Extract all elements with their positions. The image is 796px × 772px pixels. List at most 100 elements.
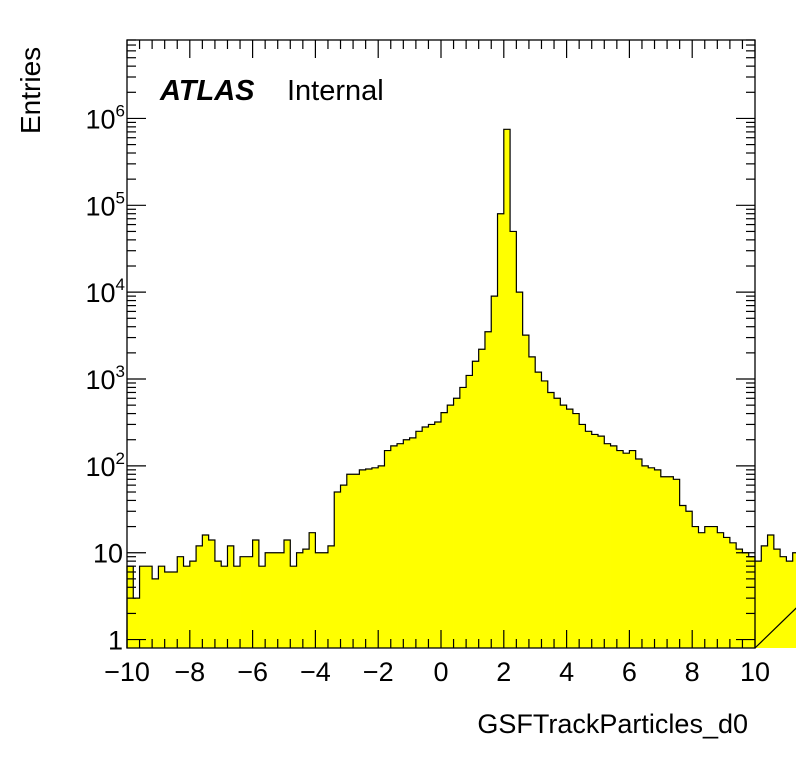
- histogram-bar: [673, 479, 681, 648]
- x-tick-label: 10: [740, 657, 770, 687]
- histogram-bar: [503, 129, 511, 649]
- histogram-bar: [378, 465, 385, 648]
- internal-label: Internal: [287, 75, 384, 107]
- histogram-bar: [736, 549, 743, 648]
- histogram-bar: [635, 458, 643, 648]
- x-tick-label: −2: [363, 657, 394, 687]
- histogram-bar: [685, 511, 693, 648]
- histogram-bar: [441, 412, 448, 648]
- histogram-outline: [126, 128, 796, 649]
- histogram-bar: [723, 537, 731, 648]
- y-tick-exponent: 2: [116, 449, 125, 468]
- histogram-bar: [711, 526, 718, 648]
- histogram-bar: [786, 561, 794, 648]
- histogram-bar: [729, 542, 737, 648]
- histogram-bar: [145, 566, 153, 648]
- histogram-bar: [309, 532, 316, 648]
- histogram-bar: [554, 398, 561, 648]
- histogram-bar: [127, 566, 134, 648]
- y-tick-exponent: 3: [116, 362, 125, 381]
- histogram-bar: [327, 545, 335, 648]
- histogram-bar: [591, 434, 599, 648]
- x-tick-label: 2: [496, 657, 511, 687]
- histogram-bar: [208, 540, 216, 648]
- x-tick-label: 4: [559, 657, 574, 687]
- histogram-bar: [755, 561, 762, 648]
- histogram-bar: [717, 532, 724, 648]
- histogram-bar: [667, 476, 674, 648]
- histogram-bar: [227, 545, 235, 648]
- x-tick-label: 8: [685, 657, 700, 687]
- histogram-bar: [428, 424, 436, 648]
- x-tick-label: −6: [237, 657, 268, 687]
- histogram-bar: [516, 292, 524, 648]
- histogram-bar: [773, 549, 781, 648]
- histogram-bar: [560, 405, 567, 648]
- histogram-bar: [616, 450, 624, 648]
- histogram-bar: [604, 443, 611, 648]
- histogram-bar: [258, 566, 266, 648]
- histogram-bar: [742, 552, 750, 648]
- y-tick-exponent: 4: [116, 275, 125, 294]
- histogram-bar: [164, 571, 172, 648]
- histogram-bar: [648, 467, 655, 648]
- histogram-bar: [704, 526, 712, 648]
- y-tick-label: 102: [85, 449, 125, 482]
- histogram-bar: [409, 437, 417, 648]
- histogram-bar: [233, 566, 241, 648]
- histogram-bar: [321, 552, 329, 648]
- histogram-bar: [472, 361, 480, 648]
- histogram-bar: [629, 450, 637, 648]
- histogram-bar: [478, 349, 486, 648]
- histogram-bar: [170, 571, 178, 648]
- histogram-bar: [748, 556, 756, 648]
- histogram-bar: [641, 465, 649, 648]
- histogram-bar: [158, 566, 166, 648]
- histogram-bar: [403, 439, 410, 648]
- histogram-bar: [221, 566, 228, 648]
- histogram-bar: [447, 405, 454, 648]
- histogram-bar: [202, 534, 210, 648]
- histogram-bar: [177, 556, 184, 648]
- histogram-bar: [271, 552, 279, 648]
- histogram-bar: [189, 561, 197, 648]
- x-tick-label: 6: [622, 657, 637, 687]
- histogram-bar: [698, 532, 706, 648]
- histogram-bar: [397, 443, 404, 648]
- y-tick-exponent: 6: [116, 101, 125, 120]
- y-tick-exponent: 5: [116, 188, 125, 207]
- x-axis-label: GSFTrackParticles_d0: [477, 709, 748, 739]
- y-tick-label: 105: [85, 188, 125, 221]
- atlas-label: ATLAS: [159, 75, 255, 107]
- histogram-bar: [761, 545, 768, 648]
- histogram-bar: [340, 485, 348, 648]
- histogram-bar: [453, 398, 461, 648]
- histogram-bar: [566, 409, 574, 648]
- histogram-bar: [365, 469, 373, 648]
- histogram-bar: [422, 427, 429, 648]
- histogram-bar: [277, 552, 285, 648]
- histogram-bar: [371, 467, 379, 648]
- histogram-bar: [585, 431, 593, 648]
- histogram-bar: [346, 474, 354, 648]
- histogram-bar: [296, 552, 304, 648]
- histogram-bar: [152, 578, 159, 648]
- histogram-bar: [535, 372, 542, 648]
- histogram-bar: [390, 445, 398, 648]
- histogram-bar: [491, 296, 498, 648]
- histogram-bar: [246, 556, 253, 648]
- x-tick-label: −8: [174, 657, 205, 687]
- histogram-bar: [692, 526, 699, 648]
- histogram-bar: [359, 469, 367, 648]
- histogram-bar: [459, 387, 467, 648]
- y-tick-base: 10: [85, 278, 115, 308]
- histogram-bar: [654, 469, 662, 648]
- histogram-bar: [315, 552, 323, 648]
- histogram-bar: [353, 474, 360, 648]
- histogram-bar: [610, 445, 618, 648]
- y-tick-base: 10: [85, 104, 115, 134]
- histogram-bar: [265, 552, 272, 648]
- histogram-bar: [541, 380, 549, 648]
